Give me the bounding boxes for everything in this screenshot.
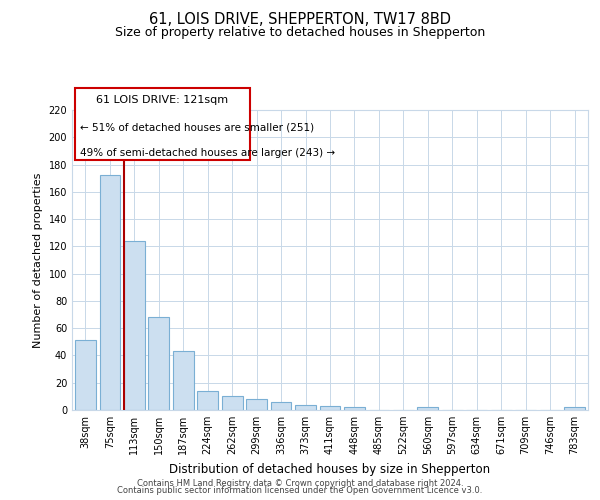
Text: ← 51% of detached houses are smaller (251): ← 51% of detached houses are smaller (25… [80,122,314,132]
Bar [222,396,242,410]
Text: Size of property relative to detached houses in Shepperton: Size of property relative to detached ho… [115,26,485,39]
Text: Contains public sector information licensed under the Open Government Licence v3: Contains public sector information licen… [118,486,482,495]
Text: Contains HM Land Registry data © Crown copyright and database right 2024.: Contains HM Land Registry data © Crown c… [137,478,463,488]
Bar [246,399,267,410]
Text: 61, LOIS DRIVE, SHEPPERTON, TW17 8BD: 61, LOIS DRIVE, SHEPPERTON, TW17 8BD [149,12,451,28]
Bar [418,408,438,410]
Bar [295,404,316,410]
Bar [75,340,96,410]
Bar [564,408,585,410]
Bar [197,391,218,410]
Bar [148,318,169,410]
Bar [320,406,340,410]
Bar [173,352,194,410]
Bar [124,241,145,410]
Text: 61 LOIS DRIVE: 121sqm: 61 LOIS DRIVE: 121sqm [96,95,229,105]
Text: 49% of semi-detached houses are larger (243) →: 49% of semi-detached houses are larger (… [80,148,335,158]
Bar [100,176,120,410]
FancyBboxPatch shape [74,88,250,160]
Bar [344,408,365,410]
Y-axis label: Number of detached properties: Number of detached properties [33,172,43,348]
X-axis label: Distribution of detached houses by size in Shepperton: Distribution of detached houses by size … [169,462,491,475]
Bar [271,402,292,410]
